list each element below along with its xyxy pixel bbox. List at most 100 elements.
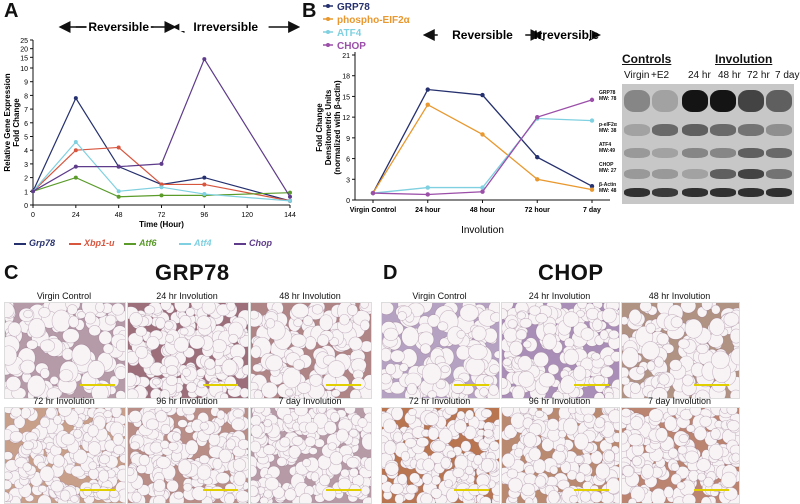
blot-band xyxy=(766,124,792,136)
chart-a-point xyxy=(73,164,78,169)
chart-a-legend: Grp78 Xbp1-u Atf6 Atf4 Chop xyxy=(2,238,302,250)
chart-b-y-tick: 18 xyxy=(342,74,350,81)
chart-a-y-tick: 25 xyxy=(20,38,28,45)
chart-a-y-tick: 3 xyxy=(24,162,28,169)
chart-b-point xyxy=(480,185,485,190)
chart-a-series-line xyxy=(32,57,291,198)
chart-a-point xyxy=(73,148,78,153)
chart-a-x-tick: 72 xyxy=(158,212,166,219)
blot-protein-label: ATF4 MW:49 xyxy=(599,142,616,154)
chart-a-y-tick: 4 xyxy=(24,148,28,155)
blot-band xyxy=(682,188,708,197)
blot-band xyxy=(652,90,678,112)
chart-a-phase-reversible: Reversible xyxy=(88,20,149,34)
blot-controls-title: Controls xyxy=(622,52,672,66)
chart-a-y-tick: 7 xyxy=(24,107,28,114)
micrograph-image xyxy=(501,302,620,399)
chart-a-x-tick: 24 xyxy=(72,212,80,219)
micrograph-caption: 96 hr Involution xyxy=(156,396,218,406)
blot-band xyxy=(738,188,764,197)
chart-b-point xyxy=(480,189,485,194)
chart-a-x-tick: 0 xyxy=(31,212,35,219)
chart-a-point xyxy=(116,194,121,199)
chart-a-point xyxy=(116,145,121,150)
chart-b-legend-label: ATF4 xyxy=(337,28,362,39)
chart-b-series-line xyxy=(372,103,593,194)
blot-band xyxy=(652,169,678,179)
grp78-title: GRP78 xyxy=(155,260,230,285)
chart-b-series-line xyxy=(372,88,593,194)
chart-a-point xyxy=(159,161,164,166)
chart-a-point xyxy=(73,175,78,180)
chart-b-ylabel: Fold Change xyxy=(315,103,324,152)
chart-a-xlabel: Time (Hour) xyxy=(139,220,184,229)
micrograph-image xyxy=(621,302,740,399)
panel-letter-c: C xyxy=(4,262,19,284)
chart-b-y-tick: 21 xyxy=(342,53,350,60)
chart-a-y-tick: 1 xyxy=(24,189,28,196)
micrograph-image xyxy=(501,407,620,504)
chart-b-xlabel: Involution xyxy=(461,225,504,236)
micrograph-image xyxy=(381,302,500,399)
chart-a-y-tick: 20 xyxy=(20,47,28,54)
chart-a-x-tick: 144 xyxy=(284,212,296,219)
micrograph-image xyxy=(250,407,372,504)
chart-b-point xyxy=(589,97,595,103)
blot-lane-label: 7 day xyxy=(775,70,800,81)
chart-a-y-tick: 8 xyxy=(24,93,28,100)
micrograph-caption: Virgin Control xyxy=(412,291,467,301)
chart-a-legend-item: Atf4 xyxy=(179,238,212,248)
blot-protein-label: GRP78 MW: 78 xyxy=(599,90,617,102)
chart-b-y-tick: 3 xyxy=(346,177,350,184)
chart-b-x-tick: Virgin Control xyxy=(350,207,397,214)
chart-a-y-tick: 5 xyxy=(24,135,28,142)
blot-band xyxy=(652,148,678,158)
blot-band xyxy=(624,124,650,136)
chart-b-point xyxy=(425,102,430,107)
chart-b-point xyxy=(589,183,595,189)
blot-band xyxy=(766,169,792,179)
blot-band xyxy=(738,169,764,179)
chart-b-x-tick: 72 hour xyxy=(525,207,551,214)
blot-band xyxy=(710,169,736,179)
chart-a-phase-irreversible: Irreversible xyxy=(193,20,258,34)
micrograph-image xyxy=(381,407,500,504)
micrograph-caption: 48 hr Involution xyxy=(648,291,711,301)
blot-band xyxy=(682,169,708,179)
blot-band xyxy=(624,148,650,158)
chart-b-phase-reversible: Reversible xyxy=(452,28,513,42)
blot-band xyxy=(682,124,708,136)
chart-b-x-tick: 7 day xyxy=(583,207,601,214)
blot-band xyxy=(766,90,792,112)
chart-b-y-tick: 9 xyxy=(346,136,350,143)
chart-a-x-tick: 48 xyxy=(115,212,123,219)
micrograph-image xyxy=(4,302,126,399)
micrograph-caption: 72 hr Involution xyxy=(408,396,471,406)
chart-b-ylabel: (normalized with β-actin) xyxy=(333,80,342,175)
chart-a-point xyxy=(288,194,292,199)
blot-band xyxy=(682,90,708,112)
blot-involution-title: Involution xyxy=(715,52,773,66)
blot-band xyxy=(710,90,736,112)
chart-a-x-tick: 96 xyxy=(200,212,208,219)
chart-a-y-tick: 2 xyxy=(24,176,28,183)
chart-b-legend-label: CHOP xyxy=(337,41,366,52)
micrograph-image xyxy=(4,407,126,504)
panel-letter-b: B xyxy=(302,0,317,22)
micrograph-caption: 7 day Involution xyxy=(278,396,342,406)
chart-b-y-tick: 15 xyxy=(342,94,350,101)
chart-b-y-tick: 6 xyxy=(346,157,350,164)
blot-protein-label: p-eIF2α MW: 38 xyxy=(599,122,617,134)
blot-lane-label: 48 hr xyxy=(718,70,741,81)
chart-a-point xyxy=(116,164,121,169)
chart-a-point xyxy=(159,182,164,187)
chart-a-legend-item: Xbp1-u xyxy=(69,238,115,248)
blot-band xyxy=(738,90,764,112)
chart-b-point xyxy=(535,114,540,120)
chart-a-ylabel: Relative Gene Expression xyxy=(3,73,12,171)
chart-b-point xyxy=(425,87,430,92)
blot-lane-label: Virgin xyxy=(624,70,650,81)
chart-a-ylabel: Fold Change xyxy=(12,98,21,147)
micrograph-caption: 96 hr Involution xyxy=(528,396,591,406)
blot-protein-label: β-Actin MW: 48 xyxy=(599,182,617,194)
